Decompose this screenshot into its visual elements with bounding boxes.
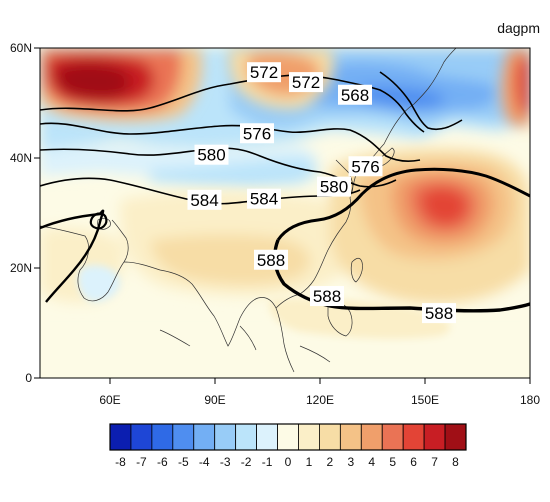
colorbar-swatch: [277, 423, 299, 451]
colorbar: -8 -7 -6 -5 -4 -3 -2 -1 0 1 2 3 4 5 6 7 8: [109, 423, 467, 469]
colorbar-label: -2: [241, 455, 252, 469]
contour-label-text: 576: [243, 124, 271, 143]
colorbar-label: 2: [327, 455, 334, 469]
contour-label: 588: [254, 249, 288, 270]
x-axis: 60E 90E 120E 150E 180: [99, 378, 540, 407]
colorbar-swatch: [235, 423, 257, 451]
colorbar-label: -8: [115, 455, 126, 469]
contour-label-text: 572: [250, 63, 278, 82]
colorbar-swatch: [402, 423, 425, 451]
colorbar-swatch: [444, 423, 467, 451]
y-tick-label: 60N: [10, 41, 32, 55]
contour-label: 588: [310, 286, 344, 307]
y-axis: 0 20N 40N 60N: [10, 41, 40, 385]
colorbar-swatch: [298, 423, 320, 451]
colorbar-swatch: [193, 423, 216, 451]
contour-label-background: [240, 123, 274, 144]
contour-label-background: [194, 144, 229, 165]
colorbar-swatch: [256, 423, 278, 451]
contour-label: 584: [187, 189, 222, 210]
contour-label-background: [289, 72, 323, 93]
contour-label-background: [187, 189, 222, 210]
contour-label-background: [254, 249, 288, 270]
coastlines: [40, 48, 457, 373]
colorbar-swatch: [151, 423, 174, 451]
contour-label: 576: [240, 123, 274, 144]
colorbar-label: 7: [431, 455, 438, 469]
contour-label-text: 568: [341, 86, 369, 105]
contour-label-text: 576: [351, 157, 379, 176]
colorbar-swatch: [109, 423, 132, 451]
plot-frame: [39, 47, 531, 379]
contour-label-background: [317, 176, 351, 197]
colorbar-label: -6: [157, 455, 168, 469]
colorbar-label: -5: [178, 455, 189, 469]
colorbar-swatch: [381, 423, 404, 451]
contour-label-background: [247, 62, 281, 83]
colorbar-label: -1: [262, 455, 273, 469]
colorbar-label: -7: [136, 455, 147, 469]
contour-label: 580: [317, 176, 351, 197]
colorbar-label: 6: [410, 455, 417, 469]
anomaly-field: [40, 48, 530, 378]
contour-label: 576: [348, 156, 383, 177]
colorbar-label: 5: [389, 455, 396, 469]
x-tick-label: 150E: [411, 393, 439, 407]
y-tick-label: 40N: [10, 151, 32, 165]
colorbar-swatch: [360, 423, 383, 451]
contour-label: 572: [289, 72, 323, 93]
colorbar-label: 3: [347, 455, 354, 469]
contour-label-background: [422, 303, 456, 324]
y-tick-label: 20N: [10, 261, 32, 275]
colorbar-swatch: [172, 423, 195, 451]
colorbar-frame: [109, 423, 467, 451]
units-label: dagpm: [497, 20, 540, 36]
colorbar-label: 8: [452, 455, 459, 469]
contour-label-background: [338, 84, 372, 105]
colorbar-label: 1: [306, 455, 313, 469]
colorbar-swatch: [130, 423, 153, 451]
contour-label: 584: [247, 188, 281, 209]
colorbar-label: -3: [220, 455, 231, 469]
contour-label: 568: [338, 84, 372, 105]
x-tick-label: 60E: [99, 393, 120, 407]
colorbar-label: -4: [199, 455, 210, 469]
contour-label: 580: [194, 144, 229, 165]
colorbar-swatch: [319, 423, 341, 451]
contour-label-text: 584: [250, 190, 278, 209]
height-contours: [40, 71, 530, 313]
contour-label-text: 588: [425, 304, 453, 323]
colorbar-swatch: [214, 423, 237, 451]
contour-label-text: 572: [292, 73, 320, 92]
contour-label: 588: [422, 303, 456, 324]
contour-label-text: 588: [313, 287, 341, 306]
colorbar-label: 0: [285, 455, 292, 469]
contour-label: 572: [247, 62, 281, 83]
contour-label-text: 580: [320, 178, 348, 197]
x-tick-label: 180: [520, 393, 540, 407]
contour-label-text: 584: [190, 191, 218, 210]
contour-label-background: [348, 156, 383, 177]
y-tick-label: 0: [25, 371, 32, 385]
colorbar-swatch: [339, 423, 362, 451]
colorbar-label: 4: [368, 455, 375, 469]
x-tick-label: 120E: [306, 393, 334, 407]
contour-label-text: 588: [257, 251, 285, 270]
contour-label-text: 580: [197, 146, 225, 165]
x-tick-label: 90E: [204, 393, 225, 407]
contour-label-background: [310, 286, 344, 307]
colorbar-swatch: [423, 423, 446, 451]
contour-label-background: [247, 188, 281, 209]
